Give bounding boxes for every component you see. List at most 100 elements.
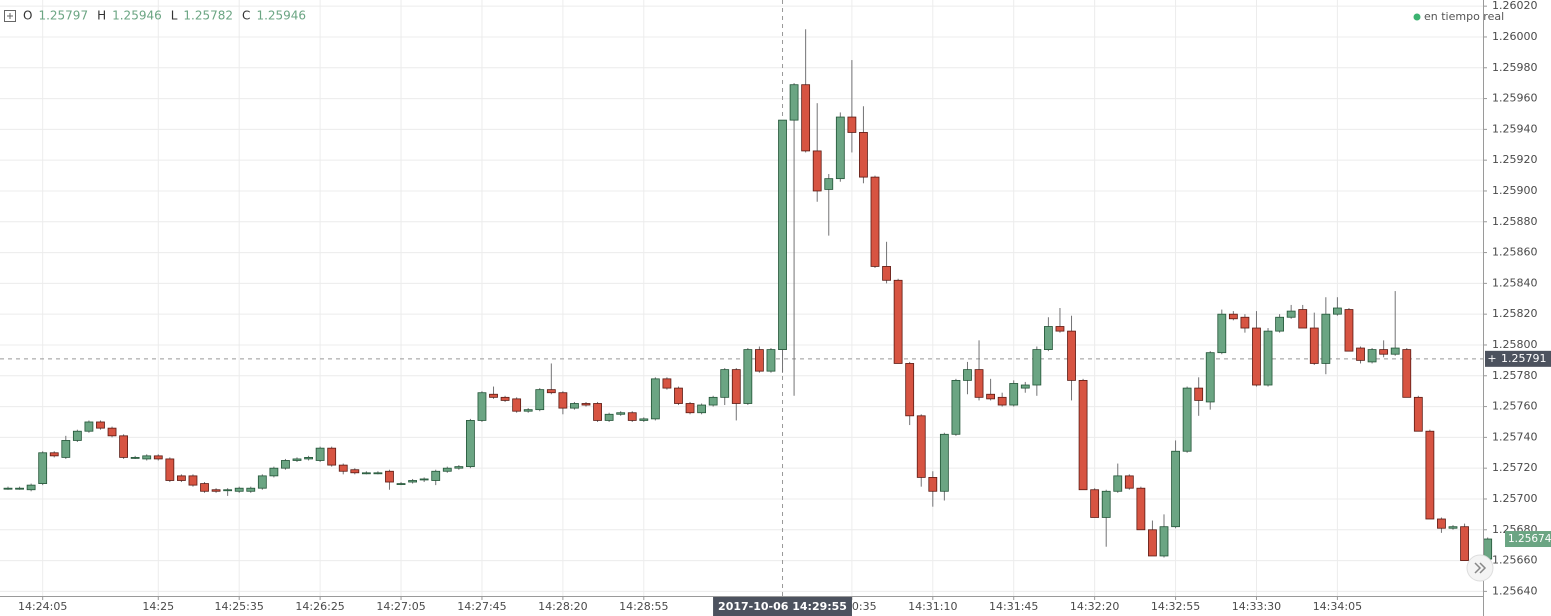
grid — [0, 0, 1483, 596]
candle-body — [674, 387, 683, 404]
candle-body — [847, 116, 857, 133]
candle-body — [257, 475, 267, 489]
candle-body — [1286, 310, 1296, 318]
candle-body — [604, 413, 614, 421]
candle-body — [835, 116, 845, 180]
candle-body — [1055, 326, 1065, 332]
candle-body — [546, 389, 556, 394]
candle-body — [905, 363, 915, 417]
candle-body — [951, 379, 961, 435]
legend-key: L — [171, 9, 178, 23]
candle-body — [3, 487, 13, 490]
y-tick-label: 1.25640 — [1492, 584, 1538, 597]
candle-body — [1356, 347, 1365, 361]
x-tick-label: 14:27:45 — [457, 600, 506, 613]
candle-body — [882, 266, 891, 281]
y-tick-label: 1.25720 — [1492, 461, 1538, 474]
candle-body — [1182, 387, 1192, 452]
candle-body — [697, 404, 706, 414]
candle-body — [639, 418, 649, 421]
candle-body — [824, 178, 834, 190]
candle-body — [1298, 309, 1308, 329]
x-tick-label: 14:28:55 — [619, 600, 668, 613]
candle-body — [1020, 384, 1030, 389]
candle-body — [1009, 383, 1019, 406]
y-tick-label: 1.25740 — [1492, 430, 1538, 443]
candle-body — [916, 415, 926, 478]
candle-body — [1309, 327, 1319, 364]
candle-body — [720, 369, 730, 398]
candle-body — [778, 119, 787, 350]
candle-body — [743, 349, 753, 404]
candle-body — [1228, 313, 1238, 320]
candle-body — [246, 487, 256, 492]
candle-body — [61, 440, 71, 458]
candle-body — [211, 489, 221, 492]
candle-body — [512, 398, 522, 412]
candle-body — [72, 430, 82, 441]
status-dot — [1413, 13, 1421, 21]
candle-body — [292, 458, 302, 461]
candle-body — [1044, 326, 1053, 350]
y-tick-label: 1.25880 — [1492, 215, 1538, 228]
x-tick-label: 14:28:20 — [538, 600, 587, 613]
candle-body — [789, 84, 799, 121]
candle-body — [130, 456, 140, 459]
scroll-button[interactable] — [1466, 554, 1494, 582]
candle-body — [200, 483, 209, 492]
candle-body — [385, 470, 394, 483]
candle-body — [1159, 526, 1169, 557]
candle-body — [1333, 307, 1342, 315]
candle-body — [419, 478, 429, 481]
candle-body — [234, 487, 244, 492]
candle-body — [766, 349, 776, 372]
y-tick-label: 1.25780 — [1492, 369, 1538, 382]
legend-key: H — [97, 9, 106, 23]
candle-body — [1032, 349, 1042, 386]
candle-body — [1136, 487, 1146, 531]
y-tick-label: 1.25900 — [1492, 184, 1538, 197]
candle-body — [431, 470, 441, 481]
y-tick-label: 1.25940 — [1492, 122, 1538, 135]
y-tick-label: 1.25920 — [1492, 153, 1538, 166]
legend-key: C — [242, 9, 250, 23]
candle-body — [26, 484, 36, 491]
legend-value: 1.25946 — [256, 9, 306, 23]
candle-body — [96, 421, 105, 429]
candle-body — [731, 369, 741, 404]
candle-body — [1321, 313, 1331, 364]
candle-body — [119, 435, 128, 458]
crosshair-price-label: 1.25791 — [1501, 352, 1547, 365]
legend-key: O — [23, 9, 32, 23]
candle-body — [408, 480, 418, 483]
candle-body — [142, 455, 152, 460]
candle-body — [593, 403, 602, 421]
candle-body — [1113, 475, 1123, 492]
candles — [3, 29, 1493, 561]
candle-body — [176, 475, 186, 481]
candle-body — [1252, 327, 1261, 386]
y-tick-label: 1.25860 — [1492, 246, 1538, 259]
candle-body — [581, 403, 591, 406]
y-tick-label: 1.25840 — [1492, 276, 1538, 289]
x-tick-label: 14:32:20 — [1070, 600, 1119, 613]
x-tick-label: 14:26:25 — [295, 600, 344, 613]
x-tick-label: 14:25 — [142, 600, 174, 613]
y-tick-label: 1.25820 — [1492, 307, 1538, 320]
candle-body — [1217, 313, 1227, 354]
candle-body — [986, 393, 995, 400]
candle-body — [685, 403, 695, 414]
candle-body — [708, 396, 718, 406]
candle-body — [1101, 490, 1111, 518]
candle-body — [315, 447, 325, 461]
candle-body — [755, 349, 764, 372]
candle-body — [350, 469, 360, 474]
y-tick-label: 1.25960 — [1492, 92, 1538, 105]
scroll-button-icon — [1474, 562, 1487, 574]
candle-body — [627, 412, 637, 421]
crosshair-time-label: 2017-10-06 14:29:55 — [718, 600, 847, 613]
candle-body — [570, 403, 579, 409]
candle-body — [1263, 330, 1273, 386]
